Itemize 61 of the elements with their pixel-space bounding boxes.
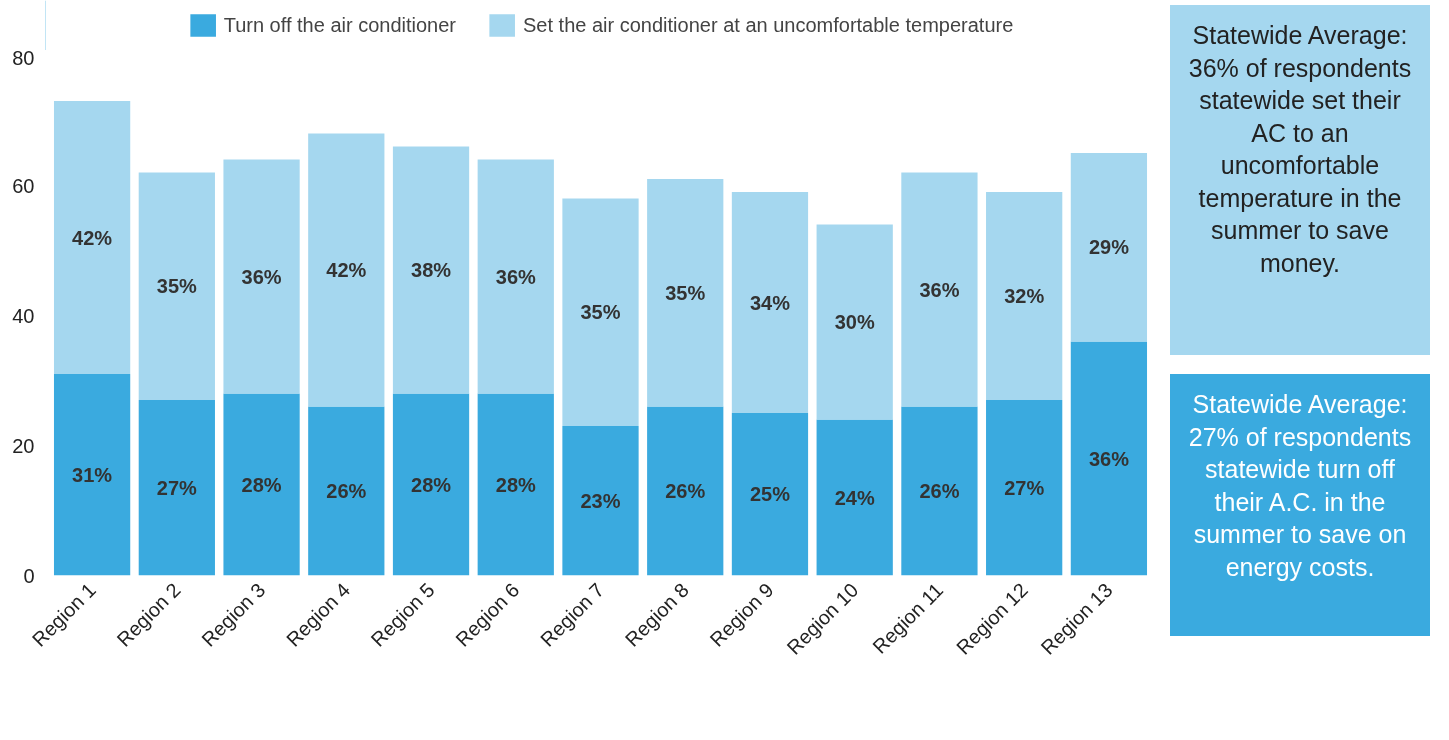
bar [308,133,385,407]
bar [1070,341,1148,576]
data-label: 35% [665,281,706,304]
data-label: 36% [1088,447,1130,470]
bar [731,192,809,413]
bar [392,393,470,576]
data-label: 30% [834,311,875,333]
data-label: 31% [72,463,113,486]
bar [901,172,978,407]
bar [816,419,893,576]
data-label: 35% [156,275,198,298]
legend-label: Set the air conditioner at an uncomfortable temperature [523,13,1014,37]
data-label: 23% [580,489,621,512]
bar [53,101,131,374]
data-label: 28% [411,473,452,496]
data-label: 34% [749,291,791,314]
bar [986,400,1063,576]
bar [1070,153,1148,342]
data-label: 24% [834,486,875,509]
bar [647,406,724,576]
data-label: 27% [1004,476,1045,499]
bar [53,374,131,576]
data-label: 29% [1088,236,1130,259]
data-label: 26% [326,480,367,502]
y-tick-label: 40 [12,304,35,327]
bar [223,393,300,576]
y-tick-label: 60 [12,174,35,197]
bar [138,400,215,576]
data-label: 42% [72,226,113,249]
text: Statewide Average: 27% of respondents statewide turn off their A.C. in the summer to save on energy costs. [1187,389,1413,583]
data-label: 26% [919,480,960,502]
data-label: 35% [580,301,621,324]
bar [223,159,300,394]
bar [647,179,724,407]
data-label: 38% [411,259,452,281]
bar [562,426,639,576]
text: Statewide Average: 36% of respondents statewide set their AC to an uncomfortable temperature in the summer to save money. [1187,20,1413,279]
y-tick-label: 20 [12,434,35,457]
data-label: 36% [495,265,536,288]
data-label: 25% [749,483,791,506]
bar [731,413,809,576]
bar [138,172,215,400]
bar [986,192,1063,400]
data-label: 26% [665,480,706,502]
data-label: 42% [326,259,367,281]
bar [308,406,385,576]
data-label: 36% [241,265,282,288]
data-label: 36% [919,278,960,301]
y-tick-label: 80 [12,46,35,69]
bar [392,146,470,394]
legend-label: Turn off the air conditioner [223,13,457,37]
data-label: 28% [495,473,536,496]
bar [816,224,893,420]
bar [477,393,554,576]
bar [901,406,978,576]
bar [562,198,639,426]
y-tick-label: 0 [23,564,35,587]
data-label: 28% [241,473,282,496]
bar [477,159,554,394]
data-label: 27% [156,476,198,499]
data-label: 32% [1004,285,1045,307]
